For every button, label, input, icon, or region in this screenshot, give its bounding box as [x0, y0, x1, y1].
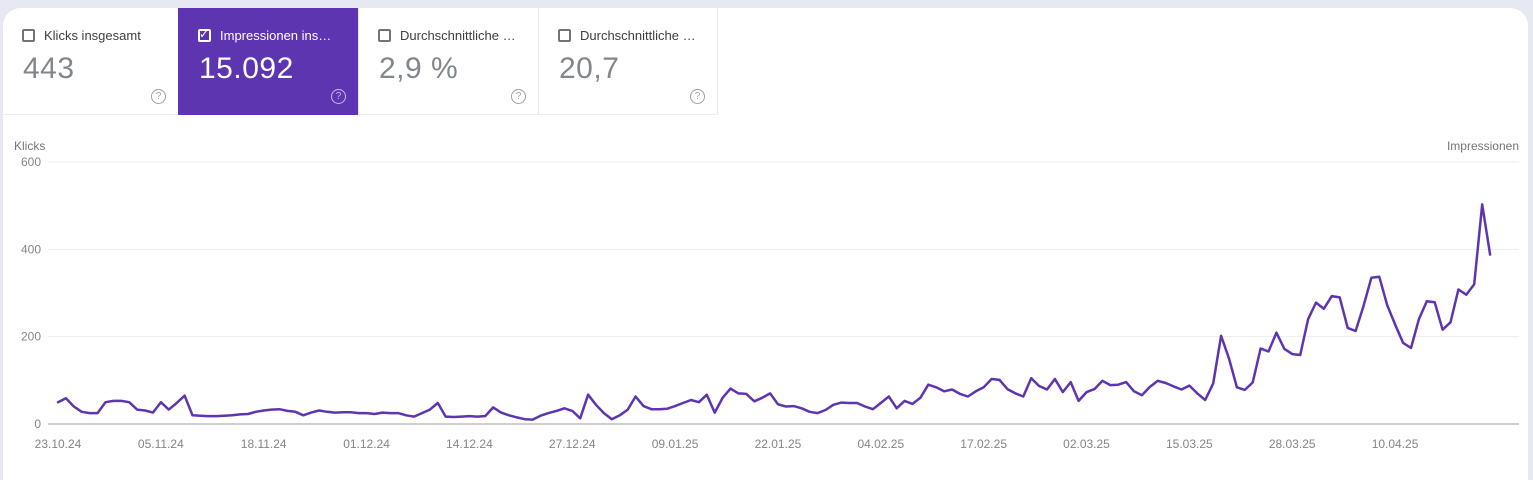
- performance-line-chart[interactable]: 0 200 400 600 23.10.24 05.11.24 18.11.24 01.12.…: [3, 150, 1528, 480]
- help-icon[interactable]: ?: [690, 89, 705, 104]
- metric-card-value: 443: [23, 52, 75, 85]
- x-tick-label: 17.02.25: [960, 437, 1007, 451]
- impressions-series-line: [56, 203, 1492, 421]
- clicks-checkbox-icon[interactable]: [22, 29, 35, 42]
- metric-cards-row: Klicks insgesamt 443 ? ✓ Impressionen in…: [3, 8, 718, 115]
- metric-card-label: Durchschnittliche …: [580, 28, 696, 43]
- ctr-checkbox-icon[interactable]: [378, 29, 391, 42]
- metric-card-label: Durchschnittliche …: [400, 28, 516, 43]
- x-tick-label: 09.01.25: [652, 437, 699, 451]
- y-tick-label: 600: [21, 155, 41, 169]
- metric-card-label: Klicks insgesamt: [44, 28, 141, 43]
- x-tick-label: 18.11.24: [241, 437, 287, 451]
- performance-panel: Klicks insgesamt 443 ? ✓ Impressionen in…: [3, 8, 1528, 480]
- x-tick-label: 15.03.25: [1166, 437, 1213, 451]
- position-checkbox-icon[interactable]: [558, 29, 571, 42]
- metric-card-value: 20,7: [559, 52, 620, 85]
- metric-card-label: Impressionen ins…: [220, 28, 332, 43]
- x-tick-label: 14.12.24: [446, 437, 493, 451]
- x-tick-label: 02.03.25: [1063, 437, 1110, 451]
- x-tick-label: 27.12.24: [549, 437, 596, 451]
- impressions-checkbox-checked-icon[interactable]: ✓: [198, 27, 211, 42]
- metric-card-value: 15.092: [199, 52, 294, 85]
- checkmark-icon: ✓: [199, 27, 210, 41]
- y-tick-label: 0: [34, 417, 41, 431]
- right-axis-title: Impressionen: [1446, 139, 1519, 153]
- x-tick-label: 10.04.25: [1372, 437, 1419, 451]
- x-tick-label: 23.10.24: [35, 437, 82, 451]
- x-tick-label: 22.01.25: [755, 437, 802, 451]
- metric-card-average-position[interactable]: Durchschnittliche … 20,7 ?: [538, 8, 718, 115]
- metric-card-average-ctr[interactable]: Durchschnittliche … 2,9 % ?: [358, 8, 538, 115]
- x-tick-label: 04.02.25: [857, 437, 904, 451]
- x-tick-label: 05.11.24: [138, 437, 184, 451]
- metric-card-total-impressions[interactable]: ✓ Impressionen ins… 15.092 ?: [178, 8, 358, 115]
- y-tick-label: 200: [21, 330, 41, 344]
- help-icon[interactable]: ?: [511, 89, 526, 104]
- help-icon[interactable]: ?: [331, 89, 346, 104]
- x-tick-label: 01.12.24: [343, 437, 390, 451]
- x-tick-label: 28.03.25: [1269, 437, 1316, 451]
- y-tick-label: 400: [21, 242, 41, 256]
- metric-card-value: 2,9 %: [379, 52, 459, 85]
- help-icon[interactable]: ?: [151, 89, 166, 104]
- metric-card-total-clicks[interactable]: Klicks insgesamt 443 ?: [3, 8, 178, 115]
- left-axis-title: Klicks: [14, 139, 46, 153]
